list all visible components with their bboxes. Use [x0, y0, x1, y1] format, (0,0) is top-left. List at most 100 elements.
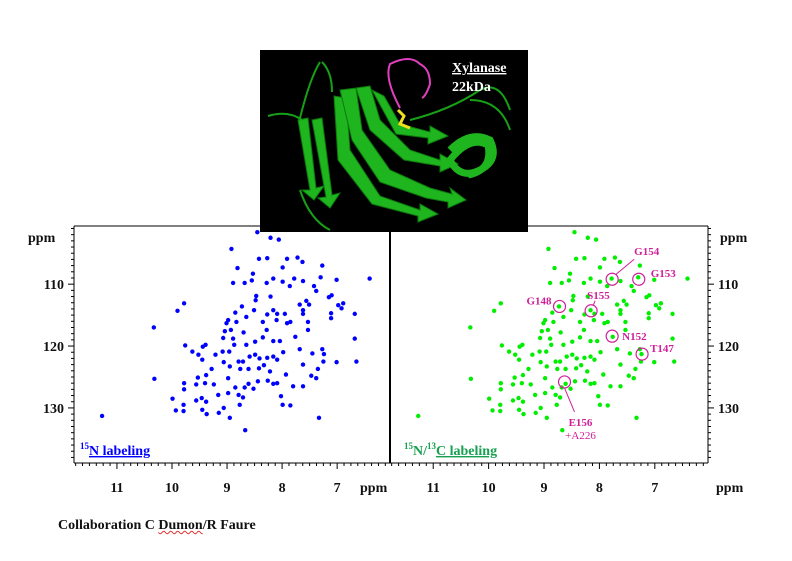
nmr-peak — [637, 263, 643, 268]
nmr-peak — [305, 319, 311, 325]
nmr-peak — [623, 319, 628, 325]
nmr-peak — [585, 235, 590, 240]
nmr-peak — [203, 399, 209, 404]
nmr-peak — [567, 271, 573, 276]
nmr-peak — [618, 362, 623, 367]
nmr-peak — [211, 382, 217, 387]
nmr-peak — [280, 279, 285, 284]
nmr-peak — [553, 359, 558, 364]
nmr-peak — [284, 256, 290, 261]
nmr-peak — [239, 304, 245, 309]
nmr-peak — [528, 382, 533, 387]
nmr-peak — [339, 306, 344, 311]
nmr-peak — [542, 376, 548, 381]
nmr-peak — [306, 302, 312, 307]
nmr-peak — [255, 379, 261, 384]
nmr-peak — [265, 312, 270, 317]
nmr-peak — [556, 304, 562, 309]
caption-suffix: /R Faure — [202, 518, 256, 533]
nmr-peak — [592, 357, 597, 362]
nmr-peak — [520, 372, 526, 378]
nmr-peak — [228, 327, 234, 333]
nmr-peak — [577, 319, 583, 325]
nmr-peak — [558, 330, 563, 335]
nmr-peak — [498, 402, 503, 408]
nmr-peak — [261, 363, 267, 368]
nmr-peak — [585, 294, 590, 299]
nmr-peak — [521, 411, 526, 417]
nmr-peak — [297, 346, 302, 352]
nmr-peak — [227, 415, 232, 421]
peak-assignment-label: E156 — [569, 417, 593, 429]
nmr-peak — [545, 327, 551, 333]
nmr-peak — [597, 402, 603, 408]
nmr-peak — [516, 395, 521, 401]
nmr-peak — [300, 311, 306, 317]
nmr-peak — [224, 320, 229, 326]
nmr-peak — [614, 346, 620, 352]
nmr-peak — [520, 399, 526, 404]
nmr-peak — [234, 319, 239, 325]
peak-assignment-label: N152 — [622, 331, 647, 343]
collaboration-caption: Collaboration C Dumon/R Faure — [58, 518, 256, 534]
nmr-peak — [244, 314, 249, 320]
nmr-peak — [574, 356, 579, 361]
nmr-peak — [513, 352, 518, 357]
nmr-peak — [646, 316, 651, 321]
nmr-peak — [608, 384, 613, 389]
nmr-peak — [230, 280, 236, 286]
nmr-peak — [596, 393, 601, 399]
y-tick-label: 130 — [718, 402, 739, 417]
nmr-peak — [233, 310, 238, 315]
nmr-peak — [559, 280, 564, 286]
nmr-peak — [547, 336, 553, 341]
nmr-peak — [621, 298, 626, 304]
nmr-peak — [644, 294, 649, 300]
nmr-peak — [551, 319, 556, 325]
nmr-peak — [321, 359, 326, 364]
nmr-peak — [581, 327, 587, 333]
title-mid: N/ — [413, 444, 428, 459]
peak-assignment-label: G154 — [634, 246, 660, 258]
nmr-peak — [549, 342, 554, 348]
nmr-peak — [268, 294, 273, 299]
nmr-peak — [561, 342, 566, 348]
nmr-peak — [561, 314, 566, 320]
nmr-peak — [519, 380, 525, 386]
nmr-peak — [517, 344, 522, 349]
nmr-peak — [196, 352, 201, 357]
nmr-peak — [618, 307, 623, 313]
title-text: N labeling — [89, 444, 150, 459]
nmr-peak — [222, 328, 228, 334]
nmr-peak — [498, 380, 504, 386]
nmr-peak — [510, 398, 516, 403]
nmr-peak — [181, 408, 186, 414]
nmr-peak — [280, 350, 286, 355]
nmr-peak — [271, 381, 276, 386]
nmr-peak — [610, 334, 615, 339]
nmr-peak — [633, 366, 638, 372]
nmr-peak — [252, 339, 258, 344]
annotation-arrow — [564, 387, 575, 413]
nmr-peak — [278, 393, 284, 399]
nmr-peak — [225, 376, 231, 381]
nmr-peak — [320, 263, 325, 268]
x-tick-label: 7 — [651, 481, 658, 496]
y-tick-label: 120 — [43, 340, 64, 355]
nmr-peak — [618, 311, 623, 317]
nmr-peak — [550, 385, 555, 390]
nmr-peak — [652, 359, 657, 365]
protein-structure-image: Xylanase 22kDa — [260, 50, 528, 232]
nmr-peak — [195, 375, 201, 380]
nmr-peak — [577, 335, 583, 340]
nmr-peak — [250, 271, 256, 276]
nmr-peak — [181, 380, 187, 386]
nmr-peak — [264, 327, 269, 333]
nmr-peak — [183, 343, 188, 348]
nmr-peak — [537, 349, 542, 354]
nmr-peak — [526, 366, 531, 372]
nmr-peak — [300, 384, 306, 389]
nmr-peak — [557, 359, 563, 364]
nmr-peak — [602, 320, 607, 326]
